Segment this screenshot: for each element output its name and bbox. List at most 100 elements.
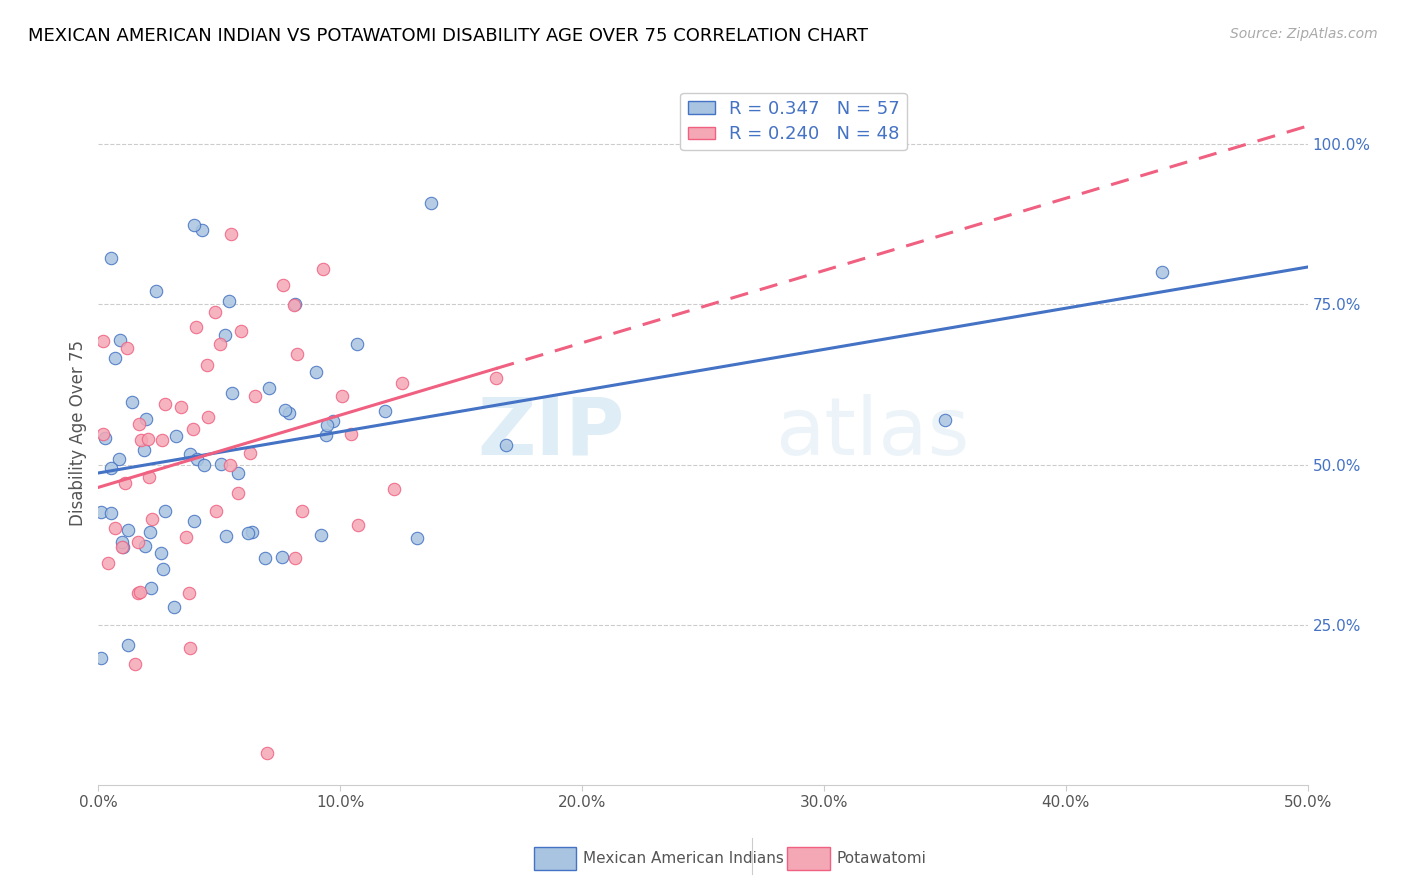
- Point: [184, 320, 207, 334]
- Point: [183, 514, 205, 528]
- Point: [111, 540, 134, 554]
- Point: [138, 524, 160, 539]
- Point: [330, 389, 353, 403]
- Point: [127, 585, 149, 599]
- Point: [111, 534, 134, 549]
- Point: [419, 195, 441, 210]
- Point: [374, 404, 396, 418]
- Point: [204, 305, 226, 319]
- Point: [197, 409, 219, 424]
- Point: [121, 395, 143, 409]
- Point: [254, 550, 277, 565]
- Point: [346, 337, 368, 351]
- Point: [90, 651, 112, 665]
- Point: [117, 524, 139, 538]
- Point: [205, 504, 228, 518]
- Point: [284, 297, 307, 311]
- Point: [340, 426, 363, 441]
- Point: [163, 600, 186, 615]
- Point: [322, 414, 344, 428]
- Text: MEXICAN AMERICAN INDIAN VS POTAWATOMI DISABILITY AGE OVER 75 CORRELATION CHART: MEXICAN AMERICAN INDIAN VS POTAWATOMI DI…: [28, 27, 868, 45]
- Point: [115, 341, 138, 355]
- Point: [257, 381, 280, 395]
- Point: [155, 397, 177, 411]
- Point: [405, 531, 427, 545]
- Point: [191, 223, 214, 237]
- Point: [274, 403, 297, 417]
- Point: [134, 540, 156, 554]
- Point: [195, 359, 218, 373]
- Point: [236, 526, 259, 541]
- Y-axis label: Disability Age Over 75: Disability Age Over 75: [69, 340, 87, 525]
- Point: [243, 389, 266, 403]
- Point: [305, 365, 328, 379]
- Point: [193, 458, 215, 472]
- Point: [135, 412, 157, 426]
- Point: [312, 261, 335, 276]
- Point: [90, 505, 112, 519]
- Point: [273, 278, 295, 293]
- Point: [141, 512, 163, 526]
- Point: [382, 482, 405, 496]
- Point: [129, 584, 152, 599]
- Point: [124, 657, 146, 671]
- Point: [165, 429, 187, 443]
- Point: [485, 371, 508, 385]
- Point: [934, 413, 956, 427]
- Point: [215, 529, 238, 543]
- Legend: R = 0.347   N = 57, R = 0.240   N = 48: R = 0.347 N = 57, R = 0.240 N = 48: [681, 93, 907, 151]
- Text: atlas: atlas: [776, 393, 970, 472]
- Point: [108, 451, 131, 466]
- Point: [240, 525, 263, 540]
- Point: [284, 551, 307, 566]
- Point: [186, 452, 208, 467]
- Point: [285, 347, 308, 361]
- Point: [291, 504, 314, 518]
- Point: [97, 556, 120, 570]
- Point: [209, 457, 232, 471]
- Text: ZIP: ZIP: [477, 393, 624, 472]
- Point: [391, 376, 413, 390]
- Point: [100, 506, 122, 520]
- Point: [226, 466, 249, 480]
- Point: [495, 438, 517, 452]
- Point: [149, 546, 172, 560]
- Point: [153, 504, 176, 518]
- Point: [316, 417, 339, 432]
- Point: [271, 549, 294, 564]
- Point: [139, 581, 162, 595]
- Point: [103, 351, 125, 365]
- Point: [283, 298, 305, 312]
- Point: [100, 251, 122, 265]
- Point: [218, 293, 240, 308]
- Point: [100, 460, 122, 475]
- Point: [152, 562, 174, 576]
- Point: [219, 227, 242, 242]
- Point: [93, 334, 115, 348]
- Point: [136, 432, 159, 446]
- Point: [91, 427, 114, 442]
- Point: [346, 517, 368, 532]
- Point: [110, 333, 132, 347]
- Point: [117, 639, 139, 653]
- Point: [112, 540, 135, 554]
- Point: [214, 328, 236, 343]
- Point: [138, 470, 160, 484]
- Point: [174, 530, 197, 544]
- Point: [127, 535, 149, 549]
- Point: [169, 400, 191, 414]
- Point: [218, 458, 240, 473]
- Point: [315, 428, 337, 442]
- Point: [228, 485, 250, 500]
- Point: [256, 746, 278, 760]
- Point: [208, 336, 231, 351]
- Point: [129, 434, 152, 448]
- Point: [229, 324, 252, 338]
- Point: [183, 422, 205, 436]
- Point: [277, 406, 299, 420]
- Point: [134, 443, 156, 458]
- Point: [128, 417, 150, 431]
- Point: [114, 475, 136, 490]
- Point: [145, 284, 167, 298]
- Point: [94, 431, 117, 445]
